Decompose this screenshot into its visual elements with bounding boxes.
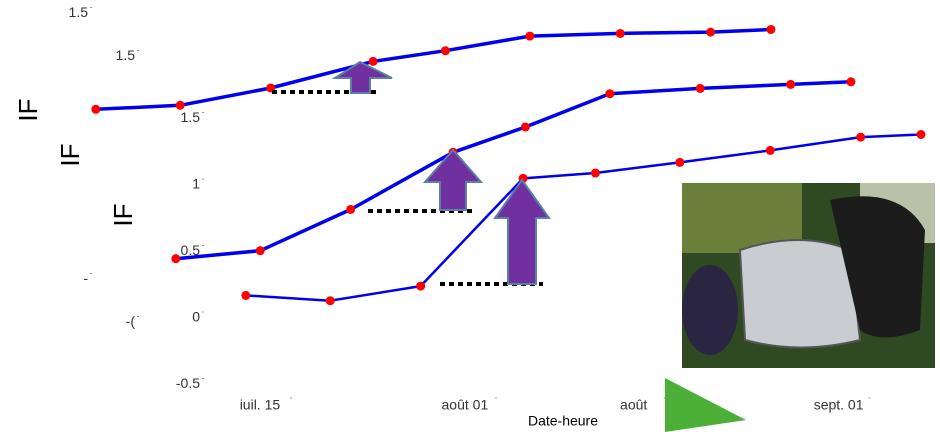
data-point xyxy=(241,290,251,300)
data-point xyxy=(695,83,705,93)
y-axis-label: IF xyxy=(55,143,85,166)
data-point xyxy=(91,104,101,114)
data-point xyxy=(255,246,265,256)
series-line xyxy=(95,27,771,112)
x-tick-label: sept. 01 xyxy=(814,397,864,413)
x-axis-label: Date-heure xyxy=(528,413,598,429)
y-axis-label: IF xyxy=(108,203,138,226)
device-body xyxy=(738,239,862,349)
y-tick-label: 0 xyxy=(192,309,200,325)
y-tick-label: 1.5 xyxy=(116,47,136,63)
photo xyxy=(682,183,935,368)
grapes xyxy=(682,265,738,355)
arrow xyxy=(331,60,393,94)
y-tick-label: 1.5 xyxy=(181,109,201,125)
x-tick-label: août xyxy=(620,397,647,413)
y-tick-label: 1.5 xyxy=(69,4,89,20)
annotations xyxy=(272,60,935,432)
data-point xyxy=(916,129,926,139)
data-point xyxy=(368,56,378,66)
data-point xyxy=(171,254,181,264)
arrow xyxy=(493,178,551,285)
data-point xyxy=(346,204,356,214)
x-tick-label: iuil. 15 xyxy=(240,397,281,413)
x-tick-label: août 01 xyxy=(442,397,489,413)
data-point xyxy=(590,168,600,178)
arrow xyxy=(422,148,484,211)
data-point xyxy=(765,145,775,155)
data-point xyxy=(856,132,866,142)
triangle xyxy=(665,378,746,432)
data-point xyxy=(786,79,796,89)
y-tick-label: 0.5 xyxy=(181,242,201,258)
y-tick-label: 1 xyxy=(192,176,200,192)
data-point xyxy=(525,31,535,41)
data-point xyxy=(846,77,856,87)
y-tick-label: -0.5 xyxy=(176,375,200,391)
plot-area: 1.5 - IF 1.5 -( IF -0.5 0 0.5 1 1.5 iuil. 15 août 01… xyxy=(13,4,926,429)
y-axis-label: IF xyxy=(13,98,43,121)
data-point xyxy=(706,27,716,37)
y-tick-label: -( xyxy=(126,313,136,329)
data-point xyxy=(520,122,530,132)
data-point xyxy=(440,46,450,56)
data-point xyxy=(605,89,615,99)
data-point xyxy=(325,296,335,306)
data-point xyxy=(175,100,185,110)
device-handle xyxy=(830,196,925,338)
y-tick-label: - xyxy=(83,270,88,286)
data-point xyxy=(766,24,776,34)
data-point xyxy=(615,28,625,38)
data-point xyxy=(675,157,685,167)
data-point xyxy=(416,281,426,291)
